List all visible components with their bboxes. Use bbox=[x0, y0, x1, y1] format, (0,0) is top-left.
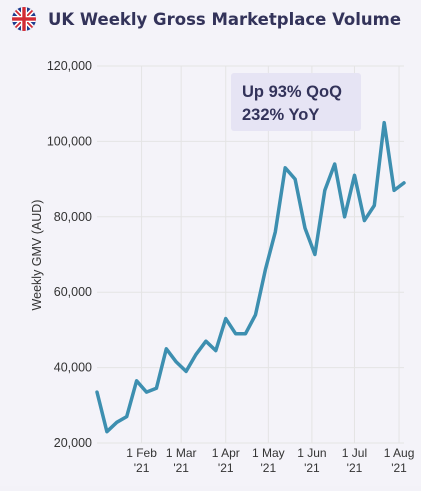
y-tick-label: 60,000 bbox=[54, 285, 92, 299]
chart-area: 20,000 40,000 60,000 80,000 100,000 120,000 1… bbox=[0, 40, 421, 486]
x-tick-label: 1 Mar bbox=[166, 446, 197, 460]
x-tick-label: 1 Feb bbox=[126, 446, 157, 460]
y-tick-label: 20,000 bbox=[54, 436, 92, 450]
uk-flag-icon bbox=[12, 7, 36, 31]
x-tick-label: 1 May bbox=[252, 446, 285, 460]
y-tick-label: 120,000 bbox=[47, 59, 92, 73]
chart-title: UK Weekly Gross Marketplace Volume bbox=[48, 10, 401, 29]
y-axis-label: Weekly GMV (AUD) bbox=[30, 200, 44, 311]
y-tick-label: 80,000 bbox=[54, 210, 92, 224]
x-tick-label-year: '21 bbox=[304, 461, 320, 475]
y-axis-ticks: 20,000 40,000 60,000 80,000 100,000 120,000 bbox=[47, 59, 92, 450]
x-tick-label: 1 Jun bbox=[297, 446, 326, 460]
x-tick-label-year: '21 bbox=[391, 461, 407, 475]
chart-header: UK Weekly Gross Marketplace Volume bbox=[12, 6, 401, 32]
x-axis-ticks: 1 Feb'211 Mar'211 Apr'211 May'211 Jun'21… bbox=[126, 446, 414, 475]
x-tick-label-year: '21 bbox=[347, 461, 363, 475]
x-tick-label-year: '21 bbox=[173, 461, 189, 475]
y-tick-label: 40,000 bbox=[54, 361, 92, 375]
annotation-box: Up 93% QoQ 232% YoY bbox=[231, 73, 361, 131]
annotation-line-2: 232% YoY bbox=[242, 106, 319, 124]
y-tick-label: 100,000 bbox=[47, 134, 92, 148]
series-layer bbox=[97, 123, 404, 432]
x-tick-label-year: '21 bbox=[218, 461, 234, 475]
x-tick-label: 1 Apr bbox=[212, 446, 240, 460]
x-tick-label-year: '21 bbox=[261, 461, 277, 475]
x-tick-label: 1 Jul bbox=[342, 446, 367, 460]
annotation-line-1: Up 93% QoQ bbox=[242, 83, 342, 101]
x-tick-label: 1 Aug bbox=[384, 446, 415, 460]
x-tick-label-year: '21 bbox=[134, 461, 150, 475]
series-line bbox=[97, 123, 404, 432]
line-chart: 20,000 40,000 60,000 80,000 100,000 120,000 1… bbox=[0, 40, 421, 486]
